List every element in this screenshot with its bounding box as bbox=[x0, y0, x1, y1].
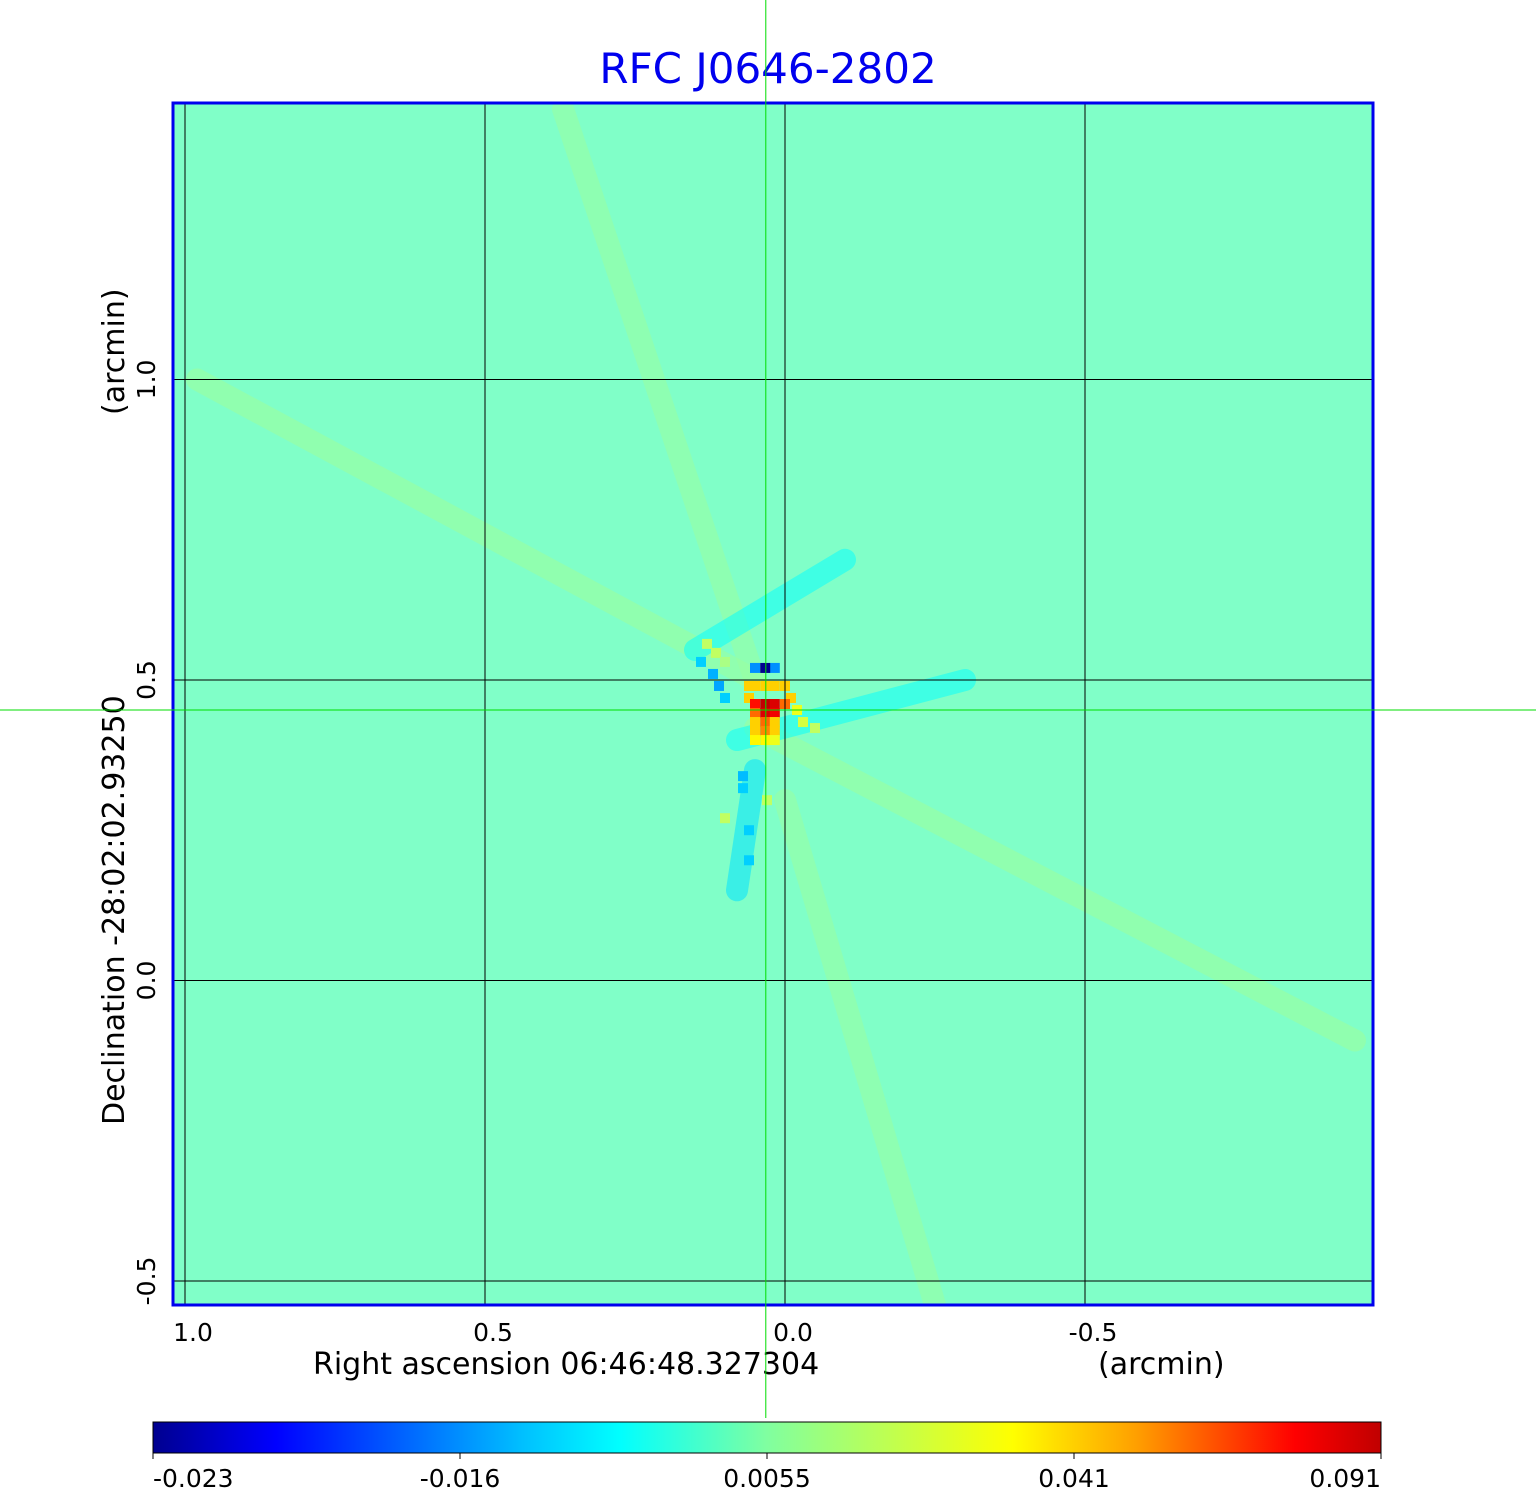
heatmap-streak bbox=[744, 717, 1366, 1052]
heatmap-pixel bbox=[696, 656, 706, 667]
x-axis-unit: (arcmin) bbox=[1098, 1347, 1225, 1382]
heatmap-pixel bbox=[769, 726, 780, 737]
heatmap-streak bbox=[552, 103, 766, 691]
chart-title: RFC J0646-2802 bbox=[599, 44, 937, 93]
colorbar-tick-label: -0.023 bbox=[153, 1464, 234, 1493]
colorbar bbox=[152, 1421, 1382, 1454]
heatmap-pixel bbox=[769, 735, 780, 746]
heatmap-pixel bbox=[738, 771, 748, 782]
heatmap-pixel bbox=[760, 699, 771, 709]
heatmap-pixel bbox=[738, 783, 748, 794]
heatmap-pixel bbox=[760, 680, 771, 691]
heatmap-pixel bbox=[744, 855, 754, 866]
colorbar-tick-label: 0.041 bbox=[1038, 1464, 1110, 1493]
heatmap-pixel bbox=[760, 662, 771, 673]
y-axis-label: Declination -28:02:02.93250 bbox=[97, 695, 132, 1125]
heatmap-pixel bbox=[750, 735, 760, 746]
y-axis-unit: (arcmin) bbox=[97, 288, 132, 415]
heatmap-pixel bbox=[714, 680, 724, 691]
y-tick-label: 0.0 bbox=[132, 961, 161, 1001]
heatmap-image bbox=[173, 103, 1373, 1305]
y-tick-label: -0.5 bbox=[132, 1257, 161, 1306]
heatmap-pixel bbox=[769, 680, 780, 691]
heatmap-pixel bbox=[744, 680, 754, 691]
colorbar-tick-label: -0.016 bbox=[420, 1464, 501, 1493]
heatmap-pixel bbox=[750, 708, 760, 719]
x-tick-label: 0.0 bbox=[773, 1318, 813, 1347]
heatmap-pixel bbox=[720, 692, 730, 703]
heatmap-pixel bbox=[769, 717, 780, 728]
heatmap-pixel bbox=[786, 692, 796, 703]
x-axis-label: Right ascension 06:46:48.327304 bbox=[313, 1347, 819, 1382]
heatmap-pixel bbox=[762, 795, 772, 806]
heatmap-pixel bbox=[720, 656, 730, 667]
y-tick-label: 1.0 bbox=[132, 360, 161, 400]
heatmap-pixel bbox=[769, 699, 780, 709]
heatmap-pixel bbox=[760, 708, 771, 719]
heatmap-pixel bbox=[744, 692, 754, 703]
heatmap-streak bbox=[774, 789, 946, 1305]
heatmap-pixel bbox=[720, 813, 730, 824]
heatmap-pixel bbox=[769, 662, 780, 673]
x-tick-label: -0.5 bbox=[1069, 1318, 1118, 1347]
heatmap-pixel bbox=[750, 680, 760, 691]
heatmap-pixel bbox=[750, 717, 760, 728]
grid-lines bbox=[173, 103, 1373, 1305]
heatmap-pixel bbox=[750, 699, 760, 709]
plot-frame bbox=[171, 101, 1375, 1307]
heatmap-pixel bbox=[702, 638, 712, 649]
heatmap-pixel bbox=[760, 717, 771, 728]
heatmap-pixel bbox=[750, 726, 760, 737]
heatmap-streak bbox=[186, 368, 766, 691]
heatmap-pixel bbox=[708, 668, 718, 679]
heatmap-pixel bbox=[744, 825, 754, 836]
heatmap-pixel bbox=[760, 735, 771, 746]
heatmap-pixel bbox=[810, 723, 820, 734]
heatmap-pixel bbox=[769, 708, 780, 719]
x-tick-label: 0.5 bbox=[473, 1318, 513, 1347]
heatmap-pixel bbox=[798, 717, 808, 728]
heatmap-pixel bbox=[750, 662, 760, 673]
colorbar-tick-label: 0.091 bbox=[1309, 1464, 1381, 1493]
x-tick-label: 1.0 bbox=[173, 1318, 213, 1347]
heatmap-pixel bbox=[711, 647, 721, 658]
y-tick-label: 0.5 bbox=[132, 660, 161, 700]
heatmap-streak bbox=[684, 548, 856, 661]
heatmap-pixel bbox=[760, 726, 771, 737]
colorbar-tick-label: 0.0055 bbox=[723, 1464, 810, 1493]
